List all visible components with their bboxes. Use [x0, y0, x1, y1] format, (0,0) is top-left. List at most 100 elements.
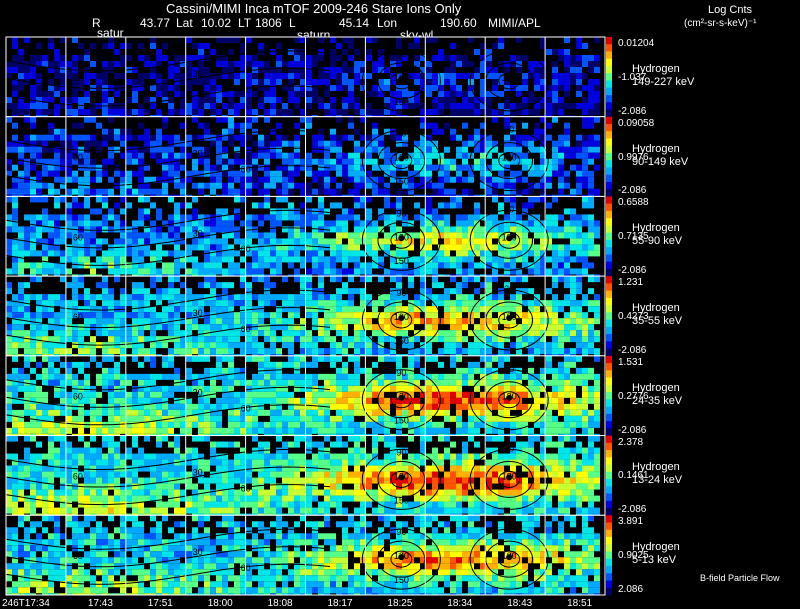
heat-cell [294, 330, 300, 337]
heat-cell [240, 220, 246, 227]
heat-cell [594, 67, 600, 73]
heat-cell [438, 97, 444, 103]
heat-cell [504, 182, 510, 189]
heat-cell [36, 85, 42, 91]
heat-cell [336, 250, 342, 257]
heat-cell [564, 73, 570, 79]
heat-cell [270, 367, 276, 374]
heat-cell [126, 176, 132, 183]
heat-cell [588, 391, 594, 398]
heat-cell [564, 170, 570, 177]
heat-cell [312, 220, 318, 227]
heat-cell [168, 226, 174, 233]
heat-cell [582, 330, 588, 337]
heat-cell [426, 67, 432, 73]
heat-cell [516, 232, 522, 239]
heat-cell [276, 109, 282, 115]
heat-cell [180, 348, 186, 355]
heat-cell [498, 262, 504, 269]
heat-cell [372, 262, 378, 269]
heat-cell [456, 176, 462, 183]
heat-cell [372, 194, 378, 197]
heat-cell [246, 79, 252, 85]
heat-cell [162, 409, 168, 416]
heat-cell [78, 176, 84, 183]
heat-cell [594, 354, 600, 356]
heat-cell [198, 188, 204, 195]
heat-cell [498, 421, 504, 428]
heat-cell [486, 188, 492, 195]
heat-cell [480, 61, 486, 67]
heat-cell [486, 146, 492, 153]
heat-cell [390, 318, 396, 325]
heat-cell [336, 397, 342, 404]
heat-cell [264, 194, 270, 197]
heat-cell [492, 176, 498, 183]
heat-cell [90, 355, 96, 362]
heat-cell [42, 109, 48, 115]
heat-cell [12, 367, 18, 374]
heat-cell [186, 312, 192, 319]
heat-cell [330, 109, 336, 115]
heat-cell [246, 73, 252, 79]
heat-cell [264, 109, 270, 115]
heat-cell [402, 256, 408, 263]
heat-cell [66, 354, 72, 356]
heat-cell [366, 196, 372, 203]
heat-cell [324, 103, 330, 109]
heat-cell [576, 330, 582, 337]
heat-cell [318, 262, 324, 269]
heat-cell [288, 182, 294, 189]
heat-cell [576, 103, 582, 109]
heat-cell [522, 97, 528, 103]
heat-cell [48, 355, 54, 362]
contour-label: 30 [193, 149, 203, 159]
heat-cell [396, 391, 402, 398]
heat-cell [528, 170, 534, 177]
heat-cell [408, 170, 414, 177]
heat-cell [318, 268, 324, 275]
heat-cell [498, 103, 504, 109]
heat-cell [228, 214, 234, 221]
heat-cell [432, 232, 438, 239]
heat-cell [234, 367, 240, 374]
heat-cell [468, 140, 474, 147]
l-label: L [289, 16, 296, 30]
heat-cell [312, 403, 318, 410]
heat-cell [438, 294, 444, 301]
heat-cell [354, 336, 360, 343]
heat-cell [300, 73, 306, 79]
heat-cell [54, 318, 60, 325]
heat-cell [234, 294, 240, 301]
contour-label: 90 [396, 288, 406, 298]
heat-cell [342, 97, 348, 103]
heat-cell [102, 282, 108, 289]
heat-cell [186, 170, 192, 177]
heat-cell [468, 268, 474, 275]
heat-cell [198, 220, 204, 227]
heat-cell [480, 176, 486, 183]
colorbar-segment [606, 51, 612, 60]
heat-cell [102, 226, 108, 233]
heat-cell [342, 214, 348, 221]
heat-cell [252, 312, 258, 319]
heat-cell [174, 276, 180, 283]
heat-cell [132, 385, 138, 392]
heat-cell [324, 176, 330, 183]
heat-cell [276, 361, 282, 368]
heat-cell [504, 348, 510, 355]
heat-cell [228, 116, 234, 123]
heat-cell [492, 415, 498, 422]
heat-cell [438, 49, 444, 55]
heat-cell [72, 115, 78, 117]
contour-ring [377, 221, 426, 259]
heat-cell [582, 348, 588, 355]
heat-cell [234, 391, 240, 398]
colorbar-segment [606, 44, 612, 52]
heat-cell [354, 176, 360, 183]
heat-cell [12, 164, 18, 171]
heat-cell [126, 421, 132, 428]
contour-ring [498, 311, 521, 329]
heat-cell [6, 97, 12, 103]
heat-cell [48, 122, 54, 129]
